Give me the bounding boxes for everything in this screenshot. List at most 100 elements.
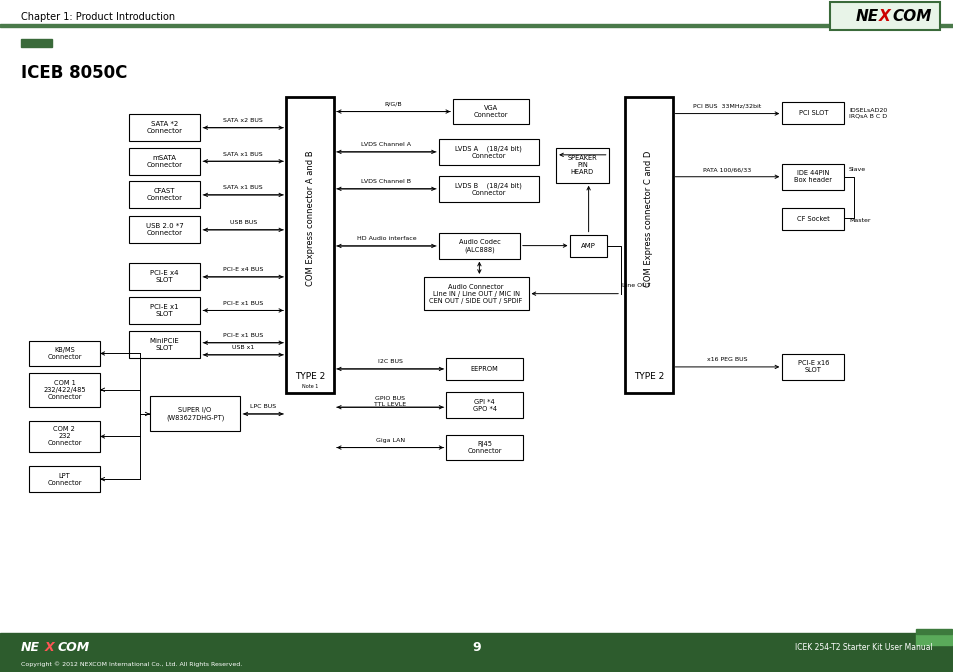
Text: ICEK 254-T2 Starter Kit User Manual: ICEK 254-T2 Starter Kit User Manual	[795, 643, 932, 653]
Text: PCI-E x1
SLOT: PCI-E x1 SLOT	[150, 304, 179, 317]
Text: HD Audio interface: HD Audio interface	[356, 237, 416, 241]
Text: Note 1: Note 1	[301, 384, 318, 389]
Bar	[286, 97, 334, 393]
Text: I2C BUS: I2C BUS	[377, 360, 402, 364]
Text: IDSELsAD20
IRQsA B C D: IDSELsAD20 IRQsA B C D	[848, 108, 886, 119]
Text: CF Socket: CF Socket	[796, 216, 829, 222]
Text: PCI-E x1 BUS: PCI-E x1 BUS	[223, 301, 263, 306]
Bar	[29, 421, 100, 452]
Bar	[0, 24, 953, 27]
Text: COM: COM	[57, 641, 90, 655]
Text: LPT
Connector: LPT Connector	[47, 472, 82, 486]
Text: NE: NE	[21, 641, 40, 655]
Bar	[21, 39, 51, 47]
Text: 9: 9	[472, 641, 481, 655]
Text: SUPER I/O
(W83627DHG-PT): SUPER I/O (W83627DHG-PT)	[166, 407, 224, 421]
Text: Line OUT: Line OUT	[621, 284, 650, 288]
Bar	[29, 341, 100, 366]
Text: X: X	[878, 9, 889, 24]
Bar	[453, 99, 529, 124]
Bar	[129, 263, 200, 290]
Text: CFAST
Connector: CFAST Connector	[147, 188, 182, 202]
Text: COM 1
232/422/485
Connector: COM 1 232/422/485 Connector	[43, 380, 86, 400]
Text: IDE 44PIN
Box header: IDE 44PIN Box header	[794, 170, 831, 183]
Bar	[150, 396, 240, 431]
Text: PCI-E x16
SLOT: PCI-E x16 SLOT	[797, 360, 828, 374]
Bar	[129, 114, 200, 141]
Text: Audio Codec
(ALC888): Audio Codec (ALC888)	[458, 239, 499, 253]
Text: PCI-E x4 BUS: PCI-E x4 BUS	[223, 267, 263, 272]
Text: COM Express connector A and B: COM Express connector A and B	[305, 151, 314, 286]
Text: SATA x1 BUS: SATA x1 BUS	[223, 185, 263, 190]
Text: VGA
Connector: VGA Connector	[474, 105, 508, 118]
Text: PCI-E x4
SLOT: PCI-E x4 SLOT	[151, 270, 178, 284]
Text: EEPROM: EEPROM	[470, 366, 498, 372]
Text: USB 2.0 *7
Connector: USB 2.0 *7 Connector	[146, 223, 183, 237]
Text: Chapter 1: Product Introduction: Chapter 1: Product Introduction	[21, 12, 175, 22]
Bar	[129, 181, 200, 208]
Text: TYPE 2: TYPE 2	[633, 372, 663, 381]
Text: R/G/B: R/G/B	[384, 102, 402, 107]
Bar	[781, 164, 843, 190]
Text: Audio Connector
Line IN / Line OUT / MIC IN
CEN OUT / SIDE OUT / SPDIF: Audio Connector Line IN / Line OUT / MIC…	[429, 284, 522, 304]
Text: PATA 100/66/33: PATA 100/66/33	[702, 167, 751, 172]
Bar	[29, 466, 100, 492]
Bar	[129, 331, 200, 358]
Text: PCI SLOT: PCI SLOT	[798, 110, 827, 116]
Text: LVDS Channel B: LVDS Channel B	[361, 179, 411, 184]
Text: ICEB 8050C: ICEB 8050C	[21, 64, 128, 82]
Text: COM Express connector C and D: COM Express connector C and D	[643, 151, 653, 286]
Bar	[29, 373, 100, 407]
Bar	[129, 297, 200, 324]
Text: GPI *4
GPO *4: GPI *4 GPO *4	[472, 398, 497, 412]
Text: TTL LEVLE: TTL LEVLE	[374, 402, 406, 407]
Text: Giga LAN: Giga LAN	[375, 438, 404, 443]
Bar	[0, 633, 953, 672]
Bar	[556, 148, 608, 183]
Bar	[781, 354, 843, 380]
Bar	[438, 139, 538, 165]
Bar	[423, 277, 528, 310]
Text: SATA *2
Connector: SATA *2 Connector	[147, 121, 182, 134]
Bar	[129, 148, 200, 175]
Text: Slave: Slave	[848, 167, 865, 172]
Text: MiniPCIE
SLOT: MiniPCIE SLOT	[150, 337, 179, 351]
Bar	[438, 233, 519, 259]
Text: x16 PEG BUS: x16 PEG BUS	[706, 358, 747, 362]
Bar	[915, 629, 951, 634]
Bar	[781, 102, 843, 124]
Text: GPIO BUS: GPIO BUS	[375, 396, 405, 401]
Text: LVDS A    (18/24 bit)
Connector: LVDS A (18/24 bit) Connector	[455, 145, 522, 159]
Text: LVDS B    (18/24 bit)
Connector: LVDS B (18/24 bit) Connector	[455, 182, 522, 196]
Text: USB BUS: USB BUS	[230, 220, 256, 225]
Text: Copyright © 2012 NEXCOM International Co., Ltd. All Rights Reserved.: Copyright © 2012 NEXCOM International Co…	[21, 661, 242, 667]
Text: AMP: AMP	[580, 243, 596, 249]
Bar	[446, 358, 522, 380]
Text: LPC BUS: LPC BUS	[250, 405, 276, 409]
Text: RJ45
Connector: RJ45 Connector	[467, 441, 501, 454]
Text: mSATA
Connector: mSATA Connector	[147, 155, 182, 168]
Text: TYPE 2: TYPE 2	[294, 372, 325, 381]
Text: USB x1: USB x1	[232, 345, 254, 350]
Text: X: X	[45, 641, 54, 655]
Text: KB/MS
Connector: KB/MS Connector	[47, 347, 82, 360]
Bar	[915, 634, 951, 645]
Bar	[446, 392, 522, 418]
Bar	[570, 235, 606, 257]
Text: SATA x1 BUS: SATA x1 BUS	[223, 152, 263, 157]
Text: NE: NE	[855, 9, 878, 24]
FancyBboxPatch shape	[829, 2, 939, 30]
Bar	[624, 97, 672, 393]
Bar	[781, 208, 843, 230]
Text: COM 2
232
Connector: COM 2 232 Connector	[47, 427, 82, 446]
Bar	[446, 435, 522, 460]
Text: SATA x2 BUS: SATA x2 BUS	[223, 118, 263, 123]
Bar	[438, 176, 538, 202]
Text: PCI-E x1 BUS: PCI-E x1 BUS	[223, 333, 263, 338]
Text: PCI BUS  33MHz/32bit: PCI BUS 33MHz/32bit	[693, 104, 760, 109]
Text: Master: Master	[848, 218, 870, 223]
Bar	[129, 216, 200, 243]
Text: COM: COM	[891, 9, 930, 24]
Text: LVDS Channel A: LVDS Channel A	[361, 142, 411, 147]
Text: SPEAKER
PIN
HEARD: SPEAKER PIN HEARD	[567, 155, 597, 175]
